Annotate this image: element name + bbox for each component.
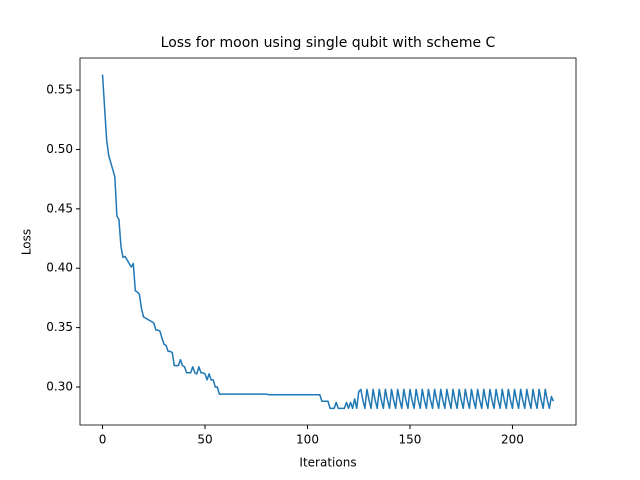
x-tick-label: 50: [197, 433, 212, 447]
x-tick-label: 200: [501, 433, 524, 447]
plot-frame: [79, 57, 577, 426]
loss-line: [101, 74, 555, 410]
x-tick-label: 0: [99, 433, 107, 447]
y-tick-label: 0.45: [46, 201, 73, 215]
y-axis-label: Loss: [20, 229, 34, 255]
x-axis-label: Iterations: [299, 456, 356, 470]
y-tick-label: 0.50: [46, 142, 73, 156]
chart-title: Loss for moon using single qubit with sc…: [161, 35, 496, 51]
y-tick-label: 0.55: [46, 83, 73, 97]
y-tick-label: 0.40: [46, 261, 73, 275]
x-tick-label: 150: [399, 433, 422, 447]
y-tick-label: 0.35: [46, 320, 73, 334]
x-tick-label: 100: [296, 433, 319, 447]
y-tick-label: 0.30: [46, 379, 73, 393]
